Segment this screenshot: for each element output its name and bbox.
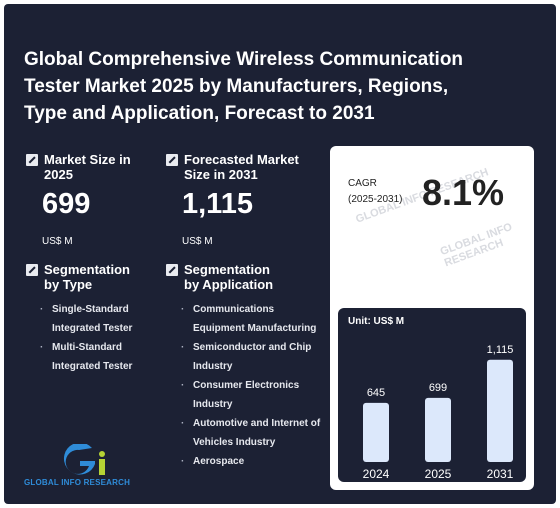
logo-text: GLOBAL INFO RESEARCH <box>24 478 131 487</box>
cagr-label: CAGR (2025-2031) <box>348 176 402 208</box>
market-size-value: 699 <box>42 188 91 220</box>
bar-2031 <box>487 359 513 462</box>
bar-value-label: 1,115 <box>487 344 514 356</box>
watermark: GLOBAL INFO RESEARCH <box>438 220 514 270</box>
market-size-label: Market Size in 2025 <box>44 152 131 182</box>
seg-type-heading: Segmentation by Type <box>26 262 136 292</box>
bar-value-label: 699 <box>429 382 447 394</box>
chart-unit-label: Unit: US$ M <box>348 316 405 327</box>
forecast-value: 1,115 <box>182 188 253 220</box>
x-tick-label: 2025 <box>425 467 452 481</box>
bar-chart: Unit: US$ M 645 2024 699 2025 1,115 2031 <box>338 308 526 482</box>
list-item: Automotive and Internet of Vehicles Indu… <box>181 414 321 452</box>
market-size-heading: Market Size in 2025 <box>26 152 146 182</box>
list-item: Semiconductor and Chip Industry <box>181 338 321 376</box>
page-title: Global Comprehensive Wireless Communicat… <box>24 49 464 124</box>
list-item: Aerospace <box>181 452 321 471</box>
cagr-value: 8.1% <box>422 172 505 213</box>
x-tick-label: 2031 <box>487 467 514 481</box>
list-item: Communications Equipment Manufacturing <box>181 300 321 338</box>
trend-arrow-icon <box>166 264 178 276</box>
market-size-unit: US$ M <box>42 236 73 247</box>
seg-app-label: Segmentation by Application <box>184 262 274 292</box>
list-item: Single-Standard Integrated Tester <box>40 300 150 338</box>
cagr-label-line2: (2025-2031) <box>348 194 403 205</box>
bar-2025 <box>425 397 451 462</box>
bar-2024 <box>363 402 389 462</box>
seg-type-list: Single-Standard Integrated Tester Multi-… <box>40 300 150 376</box>
seg-type-label: Segmentation by Type <box>44 262 130 292</box>
seg-app-list: Communications Equipment Manufacturing S… <box>181 300 321 471</box>
forecast-label: Forecasted Market Size in 2031 <box>184 152 299 182</box>
logo-gi-icon <box>63 442 105 475</box>
list-item: Multi-Standard Integrated Tester <box>40 338 150 376</box>
seg-app-heading: Segmentation by Application <box>166 262 286 292</box>
trend-arrow-icon <box>26 154 38 166</box>
cagr-label-line1: CAGR <box>348 178 377 189</box>
infographic-card: Global Comprehensive Wireless Communicat… <box>4 4 556 504</box>
trend-arrow-icon <box>166 154 178 166</box>
cagr-panel: GLOBAL INFO RESEARCH GLOBAL INFO RESEARC… <box>330 146 534 490</box>
forecast-heading: Forecasted Market Size in 2031 <box>166 152 316 182</box>
list-item: Consumer Electronics Industry <box>181 376 321 414</box>
bar-value-label: 645 <box>367 387 385 399</box>
trend-arrow-icon <box>26 264 38 276</box>
forecast-unit: US$ M <box>182 236 213 247</box>
bar-chart-svg: 645 2024 699 2025 1,115 2031 <box>363 344 514 481</box>
x-tick-label: 2024 <box>363 467 390 481</box>
company-logo: GLOBAL INFO RESEARCH <box>24 442 144 494</box>
